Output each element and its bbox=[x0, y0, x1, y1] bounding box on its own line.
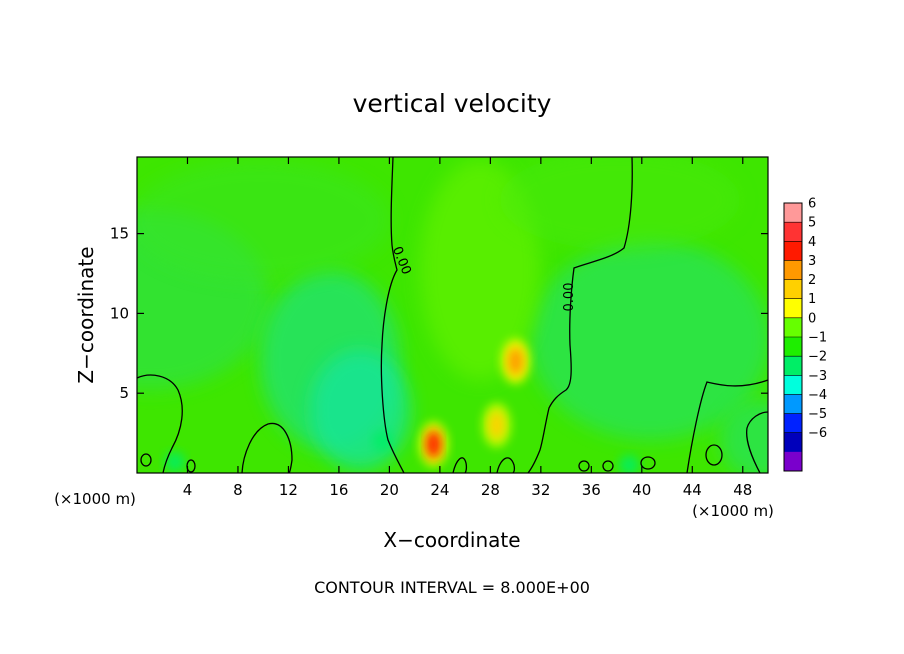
downdraft-core bbox=[373, 431, 394, 452]
y-tick-label: 10 bbox=[110, 304, 129, 322]
colorbar-swatch bbox=[784, 375, 802, 395]
contour-line bbox=[496, 457, 516, 473]
x-tick-label: 48 bbox=[733, 481, 752, 499]
contour-interval-footer: CONTOUR INTERVAL = 8.000E+00 bbox=[314, 578, 590, 597]
contour-line bbox=[746, 411, 768, 473]
x-tick-label: 32 bbox=[531, 481, 550, 499]
downdraft-core bbox=[619, 455, 640, 473]
field-shading bbox=[137, 160, 390, 280]
colorbar-label: 0 bbox=[808, 311, 816, 326]
y-tick-label: 15 bbox=[110, 225, 129, 243]
contour-line bbox=[137, 374, 183, 473]
colorbar-swatch bbox=[784, 260, 802, 280]
x-tick-label: 4 bbox=[183, 481, 193, 499]
contour-line bbox=[527, 157, 633, 473]
x-axis-title: X−coordinate bbox=[383, 528, 520, 552]
colorbar-label: 6 bbox=[808, 197, 816, 212]
x-tick-label: 40 bbox=[632, 481, 651, 499]
colorbar-swatch bbox=[784, 222, 802, 242]
colorbar-label: 3 bbox=[808, 254, 816, 269]
x-tick-label: 36 bbox=[582, 481, 601, 499]
colorbar-swatch bbox=[784, 298, 802, 319]
y-axis-title: Z−coordinate bbox=[74, 246, 98, 383]
y-tick-label: 5 bbox=[119, 384, 129, 402]
x-tick-label: 8 bbox=[233, 481, 243, 499]
x-tick-label: 24 bbox=[430, 481, 449, 499]
x-unit-left: (×1000 m) bbox=[54, 490, 136, 508]
colorbar-swatch bbox=[784, 394, 802, 414]
y-axis: 5 10 15 bbox=[110, 225, 768, 402]
colorbar-swatch bbox=[784, 451, 802, 472]
contour-line bbox=[241, 422, 293, 473]
colorbar-label: −1 bbox=[808, 331, 827, 346]
colorbar-label: 5 bbox=[808, 216, 816, 231]
x-tick-label: 16 bbox=[329, 481, 348, 499]
colorbar-swatch bbox=[784, 279, 802, 300]
colorbar-label: 4 bbox=[808, 235, 816, 250]
x-tick-label: 12 bbox=[279, 481, 298, 499]
colorbar-swatch bbox=[784, 356, 802, 376]
contour-loop bbox=[602, 460, 614, 472]
contour-loop bbox=[705, 444, 723, 466]
colorbar-label: −6 bbox=[808, 426, 827, 441]
field-shading bbox=[530, 240, 768, 440]
colorbar-swatch bbox=[784, 317, 802, 338]
colorbar-swatch bbox=[784, 337, 802, 357]
colorbar-label: 1 bbox=[808, 292, 816, 307]
chart-title: vertical velocity bbox=[353, 89, 552, 118]
x-tick-label: 20 bbox=[380, 481, 399, 499]
field-blobs bbox=[137, 157, 768, 473]
colorbar-swatch bbox=[784, 241, 802, 261]
colorbar-label: −3 bbox=[808, 369, 827, 384]
colorbar-swatch bbox=[784, 432, 802, 453]
x-axis: 4 8 12 16 20 24 28 32 36 40 44 48 bbox=[183, 157, 752, 499]
contour-loop bbox=[140, 453, 152, 467]
x-unit-right: (×1000 m) bbox=[692, 502, 774, 520]
colorbar: 6 5 4 3 2 1 0 −1 −2 −3 −4 −5 −6 bbox=[783, 197, 827, 472]
field-shading bbox=[310, 350, 410, 470]
plot-frame bbox=[136, 156, 769, 474]
colorbar-swatch bbox=[784, 413, 802, 434]
contour-loop bbox=[578, 460, 590, 472]
field-shading bbox=[720, 400, 768, 473]
colorbar-label: 2 bbox=[808, 273, 816, 288]
contour-line bbox=[380, 157, 405, 473]
contour-label: 0.00 bbox=[562, 283, 577, 312]
x-tick-label: 28 bbox=[481, 481, 500, 499]
contour-loop bbox=[640, 456, 656, 470]
x-tick-label: 44 bbox=[683, 481, 702, 499]
updraft-core bbox=[507, 347, 524, 376]
colorbar-swatch bbox=[784, 203, 802, 223]
downdraft-core bbox=[164, 451, 185, 472]
updraft-core bbox=[425, 430, 442, 459]
plot-area: 0.00 0.00 bbox=[137, 157, 768, 473]
colorbar-label: −2 bbox=[808, 350, 827, 365]
colorbar-label: −4 bbox=[808, 388, 827, 403]
updraft-core bbox=[488, 411, 505, 440]
field-shading bbox=[500, 157, 740, 250]
colorbar-label: −5 bbox=[808, 407, 827, 422]
contour-line bbox=[452, 457, 468, 473]
contour-line bbox=[686, 379, 768, 473]
